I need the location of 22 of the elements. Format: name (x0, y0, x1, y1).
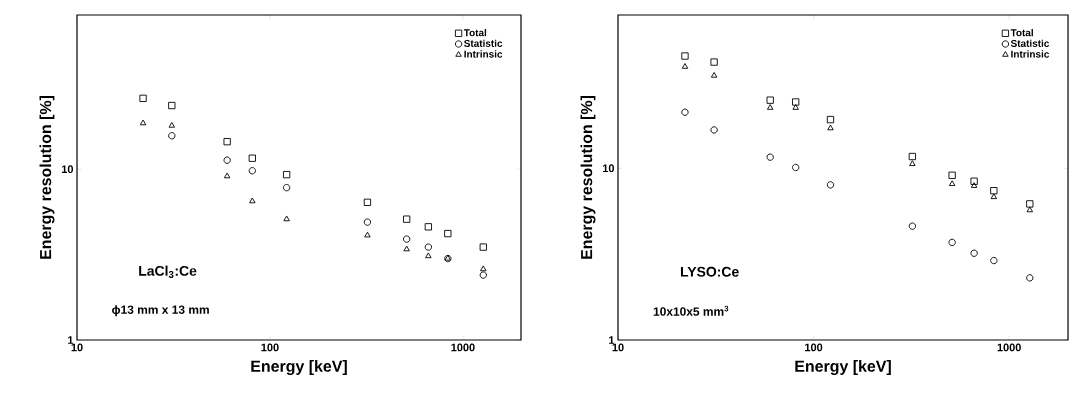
y-axis-title: Energy resolution [%] (39, 96, 55, 259)
legend-label: Total (463, 28, 487, 37)
annotation: LYSO:Ce (680, 266, 739, 277)
x-tick-label: 100 (805, 343, 823, 352)
legend-label: Intrinsic (1011, 50, 1050, 58)
legend-label: Intrinsic (464, 50, 503, 58)
x-axis-title: Energy [keV] (251, 360, 347, 376)
x-tick-label: 100 (261, 343, 279, 352)
annotation: LaCl$_{3}$:Ce (139, 265, 197, 278)
annotation: 10x10x5 mm$^{3}$ (653, 305, 729, 316)
y-tick-label: 1 (68, 336, 74, 344)
legend-label: Statistic (1010, 39, 1050, 47)
legend-label: Total (1010, 28, 1033, 37)
x-tick-label: 1000 (451, 343, 475, 352)
annotation: ϕ13 mm x 13 mm (112, 305, 209, 317)
y-axis-title: Energy resolution [%] (580, 96, 596, 259)
x-tick-label: 1000 (997, 343, 1021, 352)
x-tick-label: 10 (71, 343, 83, 352)
x-axis-title: Energy [keV] (795, 360, 891, 376)
legend-label: Statistic (464, 39, 503, 47)
y-tick-label: 1 (609, 336, 615, 344)
x-tick-label: 10 (612, 343, 624, 352)
